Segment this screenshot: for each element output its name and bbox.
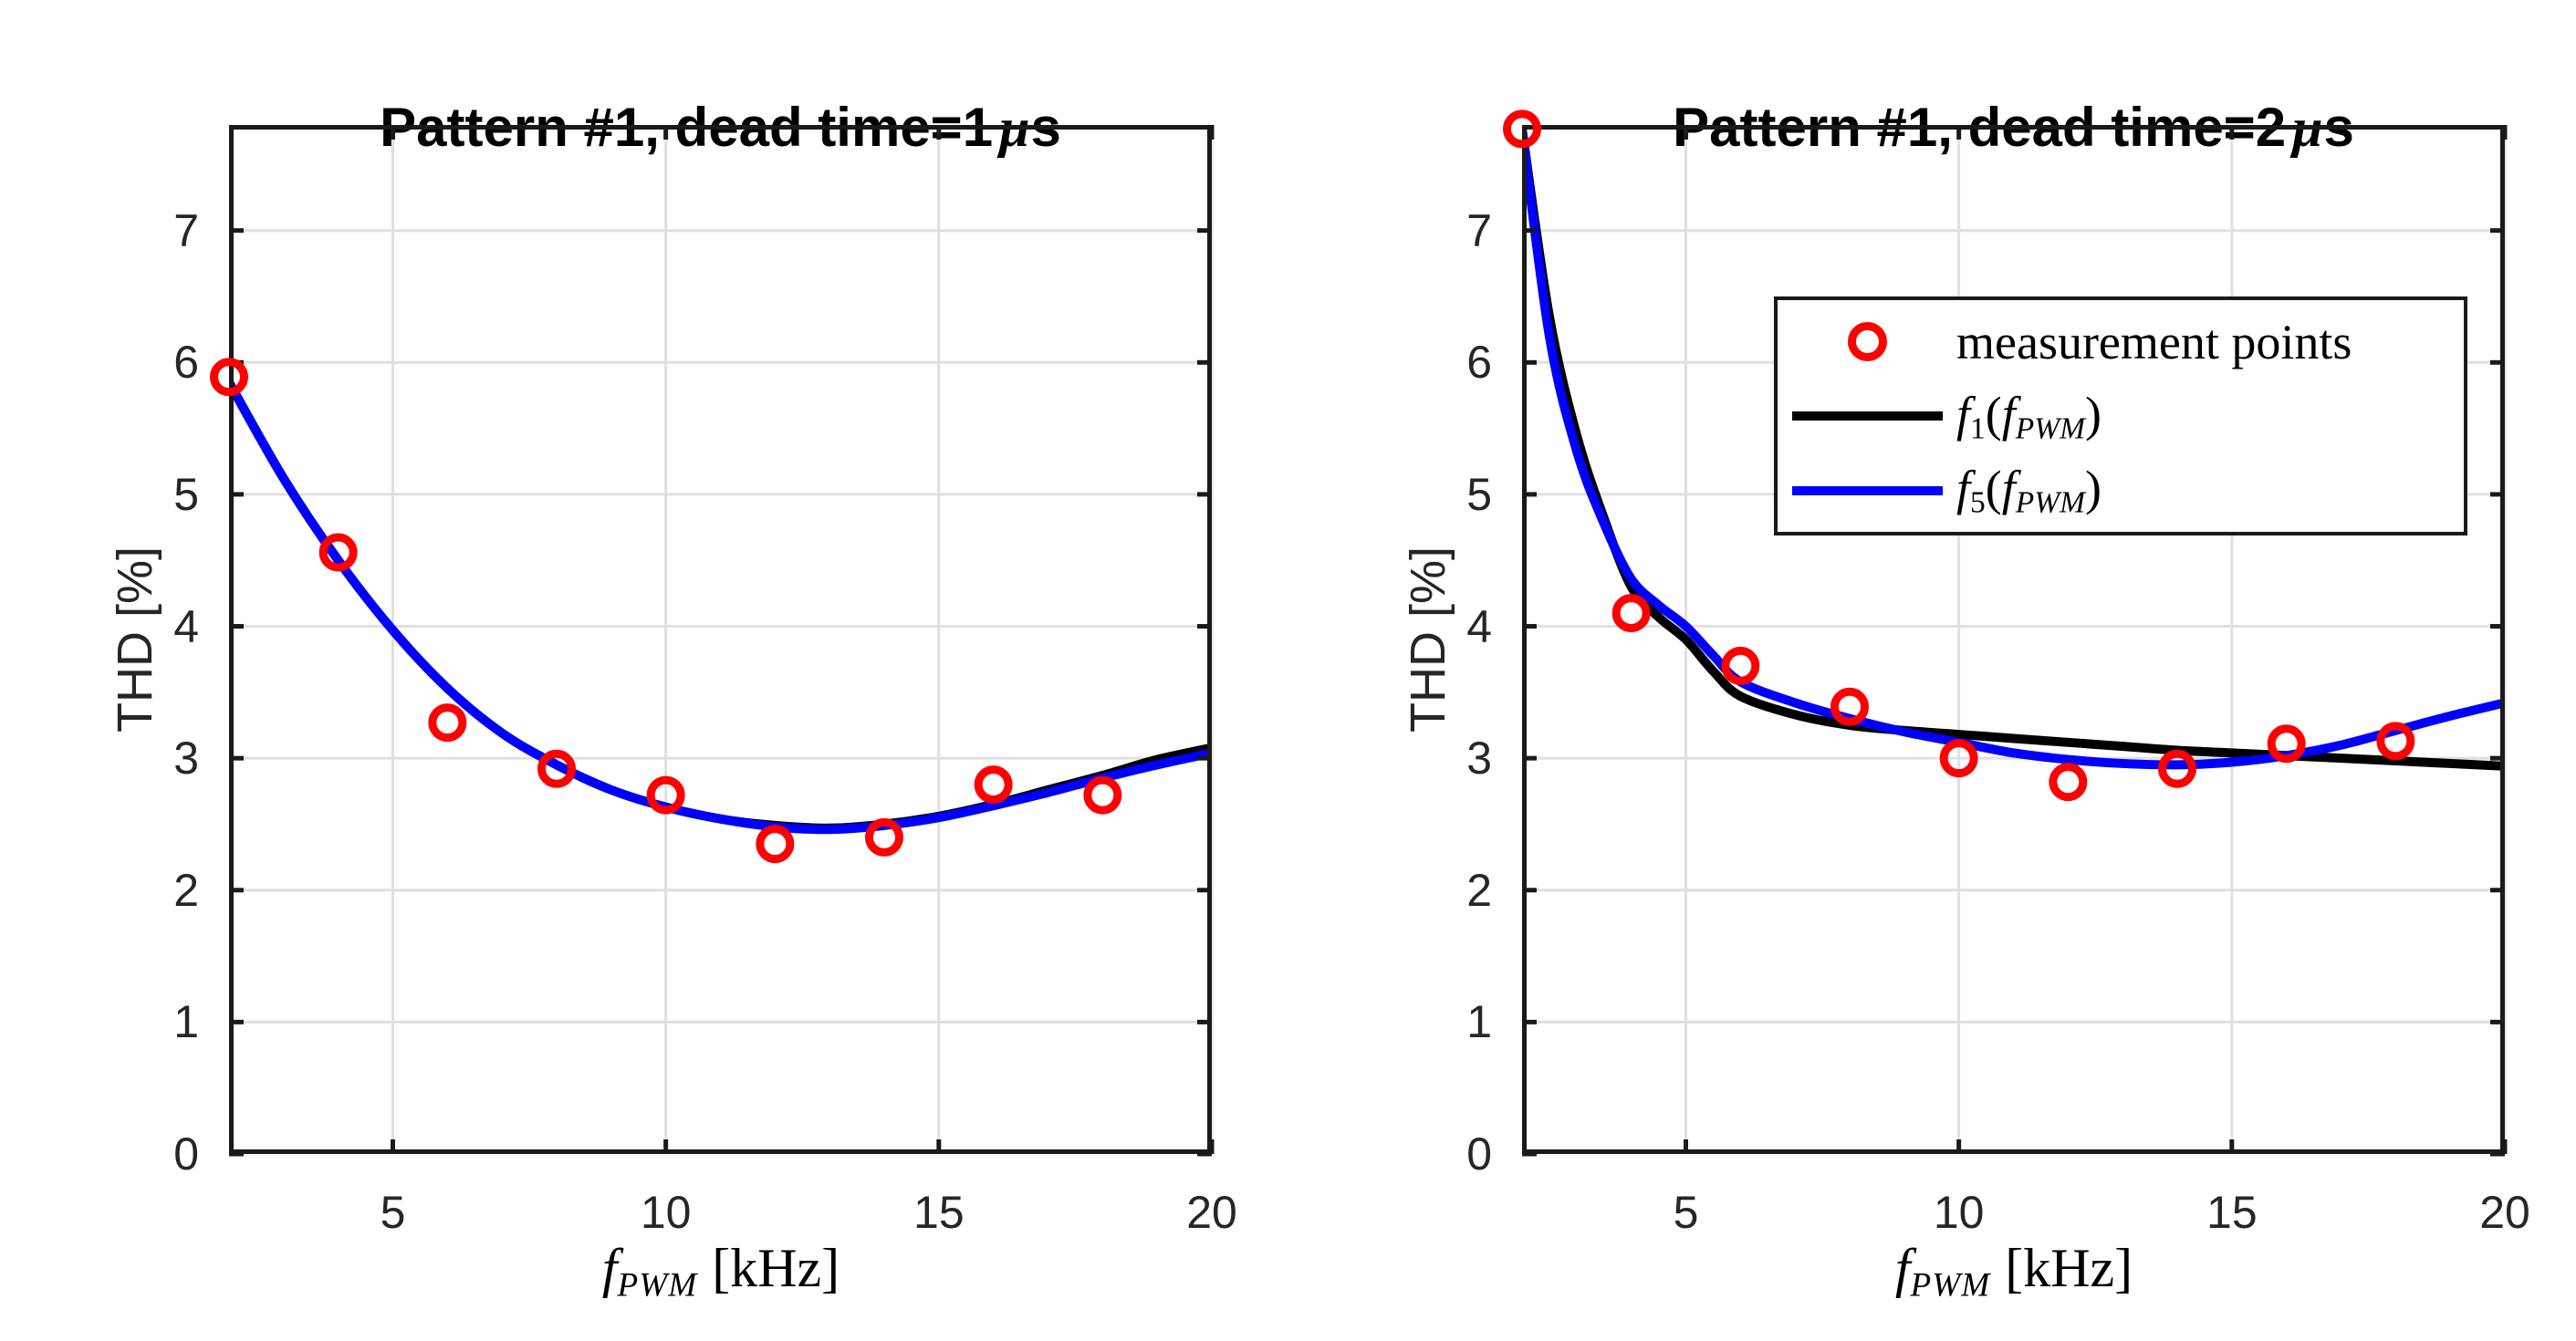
x-tick-label: 20 [1186,1187,1237,1238]
x-label-unit: [kHz] [712,1238,840,1298]
measurement-marker [865,817,903,857]
x-axis-label: fPWM [kHz] [602,1237,840,1305]
legend-circle-marker-icon [1847,322,1887,361]
x-axis-label: fPWM [kHz] [1895,1237,2133,1305]
measurement-marker [1830,687,1869,726]
legend-marker [1778,485,1956,495]
x-label-symbol: f [1894,1238,1911,1298]
measurement-marker [1503,109,1541,149]
x-tick-label: 15 [2206,1187,2258,1238]
legend-item: measurement points [1778,306,2464,379]
y-tick-label: 3 [173,733,199,785]
legend-label-part: measurement points [1956,314,2352,369]
measurement-marker [756,825,795,864]
legend-label-part: f [2001,386,2016,442]
legend-label-part: 1 [1970,411,1986,446]
legend-marker [1778,322,1956,361]
legend-marker [1778,411,1956,421]
y-tick-label: 6 [1466,337,1492,389]
x-tick-label: 5 [1673,1187,1699,1238]
legend-label-part: 5 [1970,485,1986,520]
y-tick-label: 2 [173,864,199,916]
legend-label-part: PWM [2015,485,2085,520]
legend-label-part: f [1956,461,1971,516]
legend-label: f1(fPWM) [1956,386,2101,446]
x-label-subscript: PWM [617,1266,698,1305]
legend: measurement points f1(fPWM) f5(fPWM) [1774,296,2467,535]
measurement-marker [1611,594,1651,633]
x-tick-label: 15 [913,1187,965,1238]
measurement-marker [1083,775,1122,815]
y-tick-label: 5 [1466,468,1492,520]
y-tick-label: 5 [173,468,199,520]
measurement-marker [2049,763,2088,802]
y-tick-label: 1 [173,996,199,1048]
y-tick-label: 6 [173,337,199,389]
plot-canvas [1503,109,2508,1157]
y-tick-label: 1 [1466,996,1492,1048]
legend-label-part: ( [1985,461,2002,516]
measurement-marker [537,749,576,788]
x-tick-label: 20 [2479,1187,2530,1238]
legend-label-part: ) [2084,386,2101,442]
y-tick-label: 3 [1466,733,1492,785]
axis-box [229,125,1212,1154]
measurement-marker [1939,739,1978,778]
legend-label-part: f [1956,386,1971,442]
plot-area-left: 0 1 2 3 4 5 6 7 5 10 15 20 [173,125,1237,1238]
legend-label-part: ( [1985,386,2002,442]
x-tick-label: 10 [1933,1187,1985,1238]
axis-box [1522,125,2505,1154]
y-tick-label: 7 [173,204,199,256]
y-tick-label: 7 [1466,204,1492,256]
y-tick-label: 0 [173,1128,199,1180]
legend-label-part: PWM [2015,411,2085,446]
legend-item: f1(fPWM) [1778,379,2464,452]
measurement-marker [2158,749,2196,788]
legend-label: measurement points [1956,314,2352,370]
legend-label: f5(fPWM) [1956,460,2101,520]
x-label-symbol: f [601,1238,618,1298]
measurement-marker [974,765,1013,805]
measurement-marker [428,703,467,743]
measurement-marker [646,775,685,815]
plot-canvas [210,125,1215,1157]
legend-line-sample-icon [1791,411,1943,421]
x-tick-label: 10 [640,1187,692,1238]
measurement-marker [1721,646,1760,685]
legend-line-sample-icon [1791,485,1943,495]
y-tick-label: 4 [1466,600,1492,652]
legend-item: f5(fPWM) [1778,454,2464,527]
measurement-marker [2267,724,2306,764]
legend-label-part: ) [2084,461,2101,516]
y-tick-label: 0 [1466,1128,1492,1180]
x-label-subscript: PWM [1910,1266,1991,1305]
measurement-marker [318,533,358,572]
x-label-unit: [kHz] [2005,1238,2133,1298]
x-tick-label: 5 [380,1187,406,1238]
fit-curve-f5 [229,378,1212,835]
y-tick-label: 4 [173,600,199,652]
y-tick-label: 2 [1466,864,1492,916]
legend-label-part: f [2001,461,2016,516]
measurement-marker [2376,722,2415,761]
measurement-marker [210,358,248,397]
